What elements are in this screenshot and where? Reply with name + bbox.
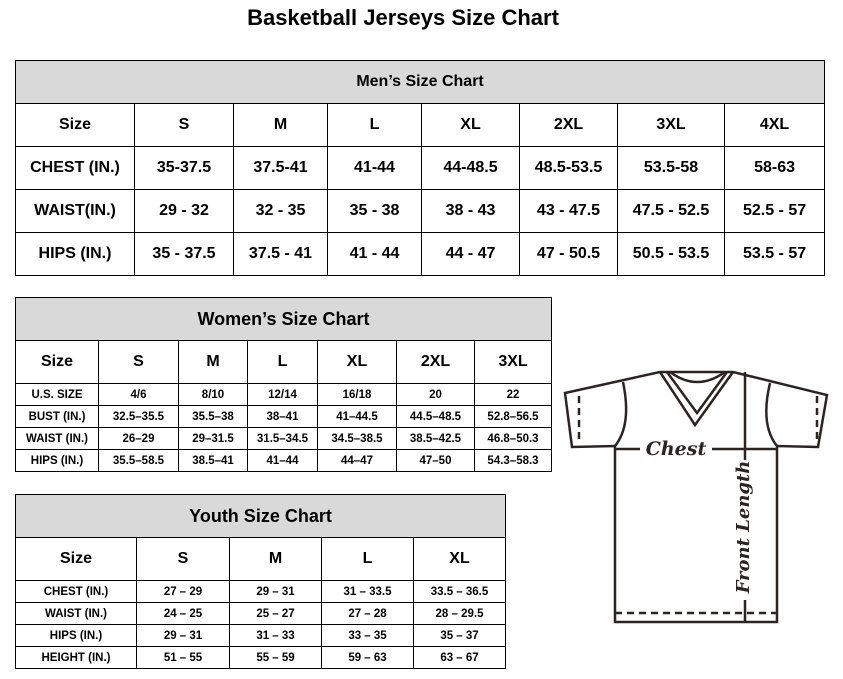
value-cell: 27 – 29 — [136, 580, 230, 603]
row-label: HEIGHT (IN.) — [15, 646, 137, 669]
table-row: CHEST (IN.) 35-37.5 37.5-41 41-44 44-48.5 48.… — [15, 146, 826, 190]
value-cell: 38.5–41 — [178, 449, 248, 472]
table-row: WAIST (IN.) 24 – 25 25 – 27 27 – 28 28 – 29.… — [15, 602, 507, 625]
jersey-outline — [563, 370, 829, 624]
page-title: Basketball Jerseys Size Chart — [247, 5, 559, 30]
value-cell: 53.5-58 — [617, 146, 725, 190]
value-cell: 59 – 63 — [321, 646, 414, 669]
table-row: HIPS (IN.) 35.5–58.5 38.5–41 41–44 44–47 47–5… — [15, 449, 553, 472]
header-cell: 2XL — [396, 340, 475, 384]
womens-size-table: Women’s Size Chart Size S M L XL 2XL 3XL U.S. SI… — [14, 297, 553, 472]
row-label: BUST (IN.) — [15, 405, 99, 428]
value-cell: 33.5 – 36.5 — [412, 580, 507, 603]
value-cell: 35.5–38 — [178, 405, 248, 428]
value-cell: 26–29 — [98, 427, 179, 450]
collar — [658, 370, 735, 428]
value-cell: 35 - 37.5 — [134, 232, 234, 276]
header-cell: 2XL — [519, 103, 618, 147]
header-cell: XL — [412, 537, 507, 581]
value-cell: 33 – 35 — [321, 624, 414, 647]
table-title: Men’s Size Chart — [14, 60, 826, 104]
table-row: HEIGHT (IN.) 51 – 55 55 – 59 59 – 63 63 – 67 — [15, 646, 507, 669]
table-row: U.S. SIZE 4/6 8/10 12/14 16/18 20 22 — [15, 383, 553, 406]
header-cell: S — [136, 537, 230, 581]
value-cell: 63 – 67 — [412, 646, 507, 669]
value-cell: 37.5 - 41 — [233, 232, 328, 276]
value-cell: 31 – 33 — [229, 624, 322, 647]
header-cell: Size — [15, 340, 99, 384]
value-cell: 24 – 25 — [136, 602, 230, 625]
value-cell: 55 – 59 — [229, 646, 322, 669]
header-cell: 3XL — [617, 103, 725, 147]
value-cell: 47–50 — [396, 449, 475, 472]
value-cell: 43 - 47.5 — [519, 189, 618, 233]
value-cell: 51 – 55 — [136, 646, 230, 669]
value-cell: 29–31.5 — [178, 427, 248, 450]
row-label: HIPS (IN.) — [15, 449, 99, 472]
youth-size-table: Youth Size Chart Size S M L XL CHEST (IN.) 27 –… — [14, 494, 507, 669]
header-cell: Size — [15, 537, 137, 581]
header-cell: L — [321, 537, 414, 581]
value-cell: 52.8–56.5 — [473, 405, 553, 428]
header-cell: M — [229, 537, 322, 581]
value-cell: 28 – 29.5 — [412, 602, 507, 625]
value-cell: 29 – 31 — [136, 624, 230, 647]
header-cell: L — [247, 340, 318, 384]
front-length-label: Front Length — [733, 461, 754, 595]
header-cell: S — [134, 103, 234, 147]
value-cell: 25 – 27 — [229, 602, 322, 625]
chest-label: Chest — [646, 438, 707, 460]
table-row: WAIST(IN.) 29 - 32 32 - 35 35 - 38 38 - 43 43… — [15, 189, 826, 233]
row-label: WAIST(IN.) — [15, 189, 135, 233]
row-label: HIPS (IN.) — [15, 232, 135, 276]
table-row: WAIST (IN.) 26–29 29–31.5 31.5–34.5 34.5–38.… — [15, 427, 553, 450]
mens-size-table: Men’s Size Chart Size S M L XL 2XL 3XL 4XL CHEST … — [14, 60, 826, 276]
value-cell: 35 - 38 — [327, 189, 422, 233]
value-cell: 41–44 — [247, 449, 318, 472]
value-cell: 54.3–58.3 — [473, 449, 553, 472]
value-cell: 41-44 — [327, 146, 422, 190]
value-cell: 38 - 43 — [421, 189, 520, 233]
value-cell: 44.5–48.5 — [396, 405, 475, 428]
value-cell: 47 - 50.5 — [519, 232, 618, 276]
value-cell: 34.5–38.5 — [317, 427, 397, 450]
table-row: HIPS (IN.) 35 - 37.5 37.5 - 41 41 - 44 44 - … — [15, 232, 826, 276]
value-cell: 44-48.5 — [421, 146, 520, 190]
table-row: BUST (IN.) 32.5–35.5 35.5–38 38–41 41–44.5 44… — [15, 405, 553, 428]
table-row: CHEST (IN.) 27 – 29 29 – 31 31 – 33.5 33.5 –… — [15, 580, 507, 603]
row-label: CHEST (IN.) — [15, 146, 135, 190]
value-cell: 32 - 35 — [233, 189, 328, 233]
table-title: Youth Size Chart — [14, 494, 507, 538]
value-cell: 46.8–50.3 — [473, 427, 553, 450]
header-cell: M — [233, 103, 328, 147]
value-cell: 52.5 - 57 — [723, 189, 826, 233]
value-cell: 41 - 44 — [327, 232, 422, 276]
value-cell: 53.5 - 57 — [723, 232, 826, 276]
value-cell: 38.5–42.5 — [396, 427, 475, 450]
header-cell: XL — [421, 103, 520, 147]
value-cell: 58-63 — [723, 146, 826, 190]
value-cell: 48.5-53.5 — [519, 146, 618, 190]
header-cell: L — [327, 103, 422, 147]
